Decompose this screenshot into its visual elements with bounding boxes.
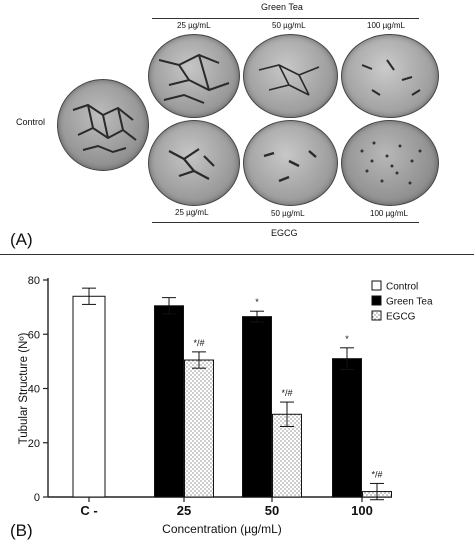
legend-label: EGCG — [386, 312, 416, 323]
x-tick-label: 100 — [351, 503, 373, 518]
control-label: Control — [16, 117, 46, 127]
y-axis-label: Tubular Structure (Nº) — [18, 332, 30, 444]
green-tea-header: Green Tea — [261, 2, 303, 12]
tubule-network-icon — [72, 103, 137, 154]
y-tick-label: 40 — [28, 384, 40, 396]
legend-swatch — [371, 280, 382, 291]
top-conc-label-50: 50 µg/mL — [272, 21, 306, 30]
y-tick-label: 20 — [28, 438, 40, 450]
tubule-network-icon — [158, 53, 230, 104]
top-conc-label-100: 100 µg/mL — [367, 21, 405, 30]
bottom-conc-label-100: 100 µg/mL — [370, 209, 408, 218]
bar-egcg — [272, 413, 302, 498]
significance-mark: * — [345, 334, 349, 344]
bar-green-tea — [154, 305, 184, 498]
legend-swatch — [371, 295, 382, 306]
cell-clusters-icon — [263, 150, 317, 183]
bar-egcg — [362, 491, 392, 498]
legend-label: Green Tea — [386, 297, 433, 308]
bottom-conc-label-50: 50 µg/mL — [271, 209, 305, 218]
micrograph-green-tea-25 — [148, 34, 240, 118]
legend-swatch — [371, 310, 382, 321]
significance-mark: * — [255, 297, 259, 307]
egcg-footer-line — [152, 222, 419, 223]
bar-control — [72, 295, 106, 498]
tubule-network-icon — [168, 148, 215, 180]
micrograph-egcg-100 — [341, 120, 439, 206]
x-tick-label: 50 — [265, 503, 279, 518]
panel-b-label: (B) — [10, 521, 33, 540]
micrograph-egcg-25 — [148, 120, 240, 206]
x-tick-label: 25 — [177, 503, 191, 518]
x-tick-label: C - — [80, 503, 97, 518]
significance-mark: */# — [281, 388, 292, 398]
bottom-conc-label-25: 25 µg/mL — [175, 208, 209, 217]
panel-a-label: (A) — [10, 230, 33, 249]
micrograph-green-tea-100 — [341, 34, 439, 118]
bar-green-tea — [332, 358, 362, 498]
x-axis-label: Concentration (µg/mL) — [162, 522, 282, 536]
bar-egcg — [184, 359, 214, 498]
significance-mark: */# — [193, 338, 204, 348]
legend-label: Control — [386, 282, 418, 293]
tubule-network-icon — [258, 64, 320, 96]
significance-mark: */# — [371, 469, 382, 479]
y-tick-label: 0 — [34, 492, 40, 504]
bar-green-tea — [242, 316, 272, 498]
egcg-footer: EGCG — [271, 228, 298, 238]
panel-divider — [0, 254, 474, 255]
dispersed-cells-icon — [360, 141, 422, 185]
micrograph-green-tea-50 — [243, 34, 338, 118]
top-conc-label-25: 25 µg/mL — [177, 21, 211, 30]
y-tick-label: 80 — [28, 275, 40, 287]
y-tick-label: 60 — [28, 329, 40, 341]
green-tea-header-line — [152, 18, 419, 19]
micrograph-egcg-50 — [243, 120, 338, 206]
scattered-cells-icon — [361, 59, 421, 96]
micrograph-control — [57, 79, 149, 171]
